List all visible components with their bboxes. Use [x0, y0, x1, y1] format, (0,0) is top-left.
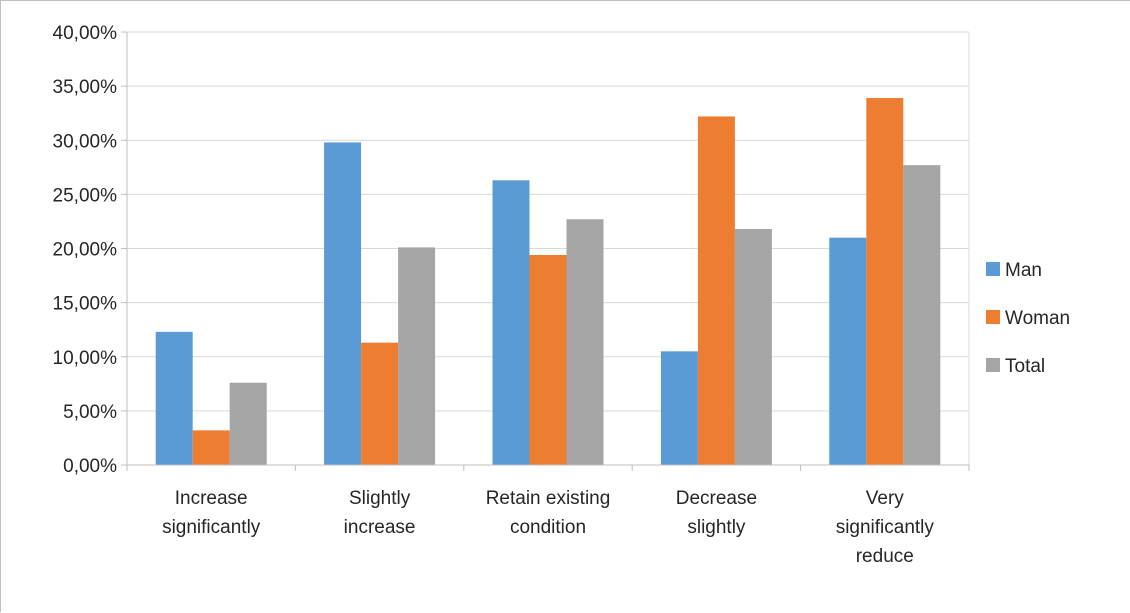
bar-total-4	[903, 165, 941, 465]
x-category-label-line: Decrease	[676, 488, 757, 509]
x-category-label-line: slightly	[687, 517, 746, 538]
legend-label-woman: Woman	[1005, 308, 1070, 329]
legend-swatch-woman	[986, 310, 1000, 324]
x-category-label-line: condition	[510, 517, 586, 538]
bar-total-1	[398, 247, 436, 465]
x-category-label: Retain existing condition	[486, 488, 611, 538]
y-tick-label: 35,00%	[53, 77, 118, 98]
bar-woman-1	[361, 342, 399, 465]
bar-woman-2	[529, 254, 567, 465]
x-category-label-line: increase	[344, 517, 416, 538]
bar-woman-3	[697, 116, 735, 465]
x-category-label: Decrease slightly	[676, 488, 757, 538]
bar-man-1	[324, 142, 362, 466]
bar-man-4	[829, 237, 867, 465]
bar-total-0	[229, 382, 267, 465]
legend-swatch-total	[986, 358, 1000, 372]
legend: Man Woman Total	[986, 260, 1070, 377]
x-category-label-line: Slightly	[349, 488, 411, 509]
y-tick-label: 15,00%	[53, 294, 118, 315]
y-tick-label: 30,00%	[53, 131, 118, 152]
y-tick-labels: 0,00% 5,00% 10,00% 15,00% 20,00% 25,00% 30,00%…	[53, 23, 118, 477]
y-tick-label: 40,00%	[53, 23, 118, 44]
bar-man-3	[660, 351, 698, 465]
x-category-label-line: Retain existing	[486, 488, 611, 509]
bar-woman-0	[192, 430, 230, 465]
bar-man-0	[155, 331, 193, 465]
x-category-label: Slightly increase	[344, 488, 416, 538]
legend-label-man: Man	[1005, 260, 1042, 281]
legend-label-total: Total	[1005, 356, 1045, 377]
y-tick-label: 0,00%	[63, 456, 117, 477]
bar-total-3	[734, 229, 772, 465]
x-category-label: Very significantly reduce	[836, 488, 935, 567]
bar-man-2	[492, 180, 530, 466]
x-category-labels: Increase significantly Slightly increase Ret…	[162, 488, 934, 567]
y-tick-label: 5,00%	[63, 402, 117, 423]
y-tick-label: 10,00%	[53, 348, 118, 369]
x-category-label: Increase significantly	[162, 488, 261, 538]
bar-woman-4	[866, 98, 904, 465]
axes	[121, 31, 970, 471]
legend-swatch-man	[986, 262, 1000, 276]
bar-total-2	[566, 219, 604, 465]
y-tick-label: 20,00%	[53, 240, 118, 261]
x-category-label-line: significantly	[836, 517, 935, 538]
x-category-label-line: Very	[866, 488, 905, 509]
bars	[155, 98, 941, 466]
x-category-label-line: reduce	[856, 546, 914, 567]
y-tick-label: 25,00%	[53, 185, 118, 206]
x-category-label-line: Increase	[175, 488, 248, 509]
x-category-label-line: significantly	[162, 517, 261, 538]
